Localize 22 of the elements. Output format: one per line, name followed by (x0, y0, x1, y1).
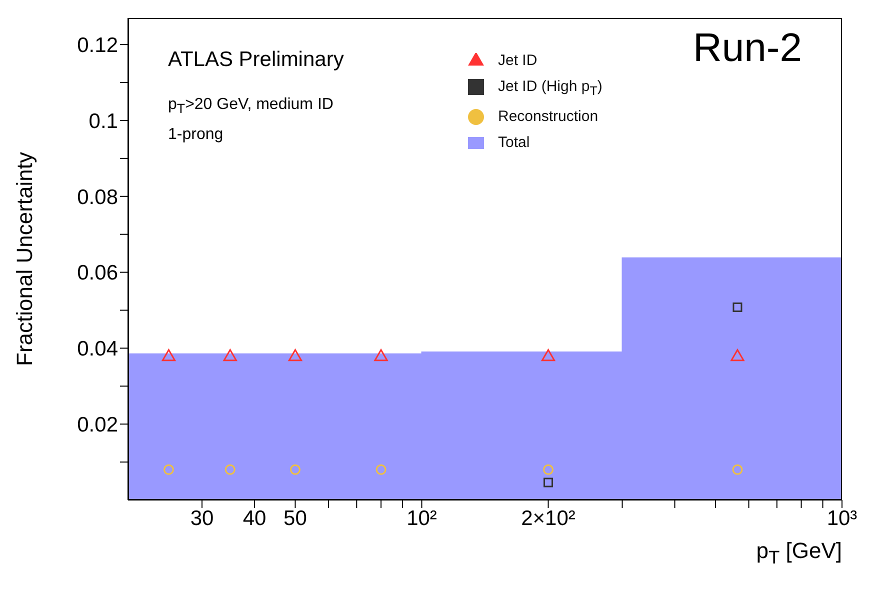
x-tick-label: 2×10² (521, 506, 576, 530)
y-tick-label: 0.02 (77, 414, 118, 437)
y-tick-label: 0.08 (77, 186, 118, 209)
y-tick-label: 0.04 (77, 338, 118, 361)
y-axis-title: Fractional Uncertainty (12, 152, 38, 366)
legend-label: Jet ID (498, 52, 538, 69)
legend-label: Jet ID (High p$_{T}$) (498, 78, 602, 98)
annotation: 1-prong (168, 126, 224, 143)
y-tick-label: 0.1 (88, 110, 118, 133)
x-tick-label: 10³ (826, 506, 858, 530)
x-tick-label: 40 (242, 506, 266, 530)
annotation: p$_{T}$>20 GeV, medium ID (168, 96, 334, 116)
y-tick-label: 0.12 (77, 34, 118, 58)
x-tick-label: 10² (406, 506, 437, 530)
legend-label: Total (498, 134, 530, 151)
x-axis-title: p$_{T}$ [GeV] (756, 538, 842, 568)
legend-label: Reconstruction (498, 108, 598, 125)
x-tick-label: 30 (190, 506, 214, 530)
annotation: ATLAS Preliminary (168, 48, 344, 71)
annotation: Run-2 (693, 26, 802, 70)
x-tick-label: 50 (284, 506, 307, 530)
y-tick-label: 0.06 (77, 262, 118, 285)
